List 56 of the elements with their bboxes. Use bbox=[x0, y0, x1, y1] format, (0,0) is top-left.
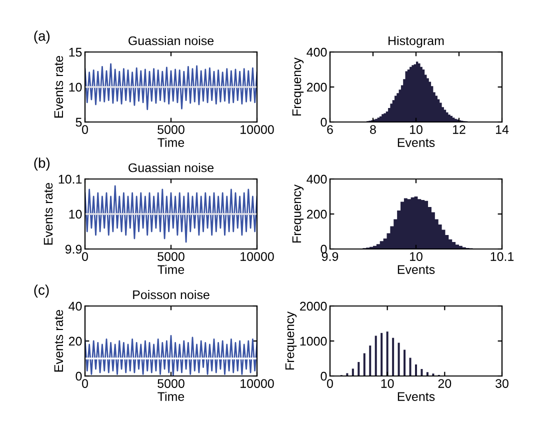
x-axis-title: Events bbox=[398, 392, 435, 401]
y-tick-label: 200 bbox=[307, 82, 327, 92]
y-axis-title: Events rate bbox=[44, 182, 53, 245]
x-tick-label: 30 bbox=[496, 379, 508, 388]
x-tick-label: 10 bbox=[410, 252, 422, 261]
x-tick-label: 8 bbox=[370, 125, 376, 134]
x-axis-title: Time bbox=[158, 138, 184, 147]
y-tick-label: 20 bbox=[68, 336, 82, 346]
y-tick-label: 0 bbox=[320, 118, 327, 127]
text: (a) bbox=[34, 30, 50, 44]
chart-title: Histogram bbox=[388, 36, 444, 48]
chart-title: Poisson noise bbox=[133, 290, 210, 300]
y-axis-title: Frequency bbox=[292, 57, 304, 116]
x-tick-label: 20 bbox=[438, 379, 452, 388]
x-tick-label: 10 bbox=[410, 125, 422, 134]
y-tick-label: 0 bbox=[76, 372, 82, 381]
y-tick-label: 0 bbox=[320, 372, 327, 381]
chart-title: Guassian noise bbox=[128, 162, 214, 172]
y-axis-title: Frequency bbox=[292, 184, 304, 242]
y-tick-label: 1000 bbox=[300, 336, 327, 346]
x-axis-title: Time bbox=[158, 264, 184, 274]
y-tick-label: 400 bbox=[306, 174, 327, 184]
y-tick-label: 2000 bbox=[300, 302, 327, 311]
y-axis-title: Events rate bbox=[54, 56, 64, 118]
x-tick-label: 5000 bbox=[158, 379, 184, 388]
y-tick-label: 9.9 bbox=[65, 244, 82, 254]
y-tick-label: 400 bbox=[306, 48, 327, 57]
x-tick-label: 10.1 bbox=[490, 252, 514, 261]
x-tick-label: 0 bbox=[82, 379, 88, 388]
x-axis-title: Time bbox=[158, 392, 184, 401]
x-tick-label: 14 bbox=[496, 125, 509, 134]
y-tick-label: 5 bbox=[76, 118, 82, 127]
y-tick-label: 10 bbox=[69, 210, 82, 219]
y-tick-label: 10.1 bbox=[58, 174, 82, 184]
x-axis-title: Events bbox=[398, 265, 435, 274]
x-tick-label: 6 bbox=[327, 125, 333, 134]
x-tick-label: 5000 bbox=[158, 252, 184, 261]
x-tick-label: 12 bbox=[453, 125, 466, 134]
chart-title: Guassian noise bbox=[128, 36, 214, 46]
x-tick-label: 10 bbox=[381, 379, 394, 388]
y-tick-label: 200 bbox=[307, 210, 327, 219]
y-tick-label: 10 bbox=[69, 82, 82, 92]
y-axis-title: Events rate bbox=[54, 310, 64, 372]
y-tick-label: 40 bbox=[68, 302, 82, 311]
x-tick-label: 0 bbox=[82, 125, 88, 134]
text: (c) bbox=[34, 284, 49, 298]
text: (b) bbox=[34, 158, 50, 171]
x-tick-label: 10000 bbox=[240, 125, 274, 134]
x-tick-label: 10000 bbox=[240, 252, 274, 261]
x-tick-label: 0 bbox=[327, 379, 333, 388]
x-tick-label: 10000 bbox=[240, 379, 274, 388]
y-tick-label: 15 bbox=[69, 48, 82, 57]
y-axis-title: Frequency bbox=[285, 311, 297, 370]
x-tick-label: 5000 bbox=[158, 125, 184, 134]
x-axis-title: Events bbox=[398, 138, 435, 147]
x-tick-label: 0 bbox=[82, 252, 88, 261]
